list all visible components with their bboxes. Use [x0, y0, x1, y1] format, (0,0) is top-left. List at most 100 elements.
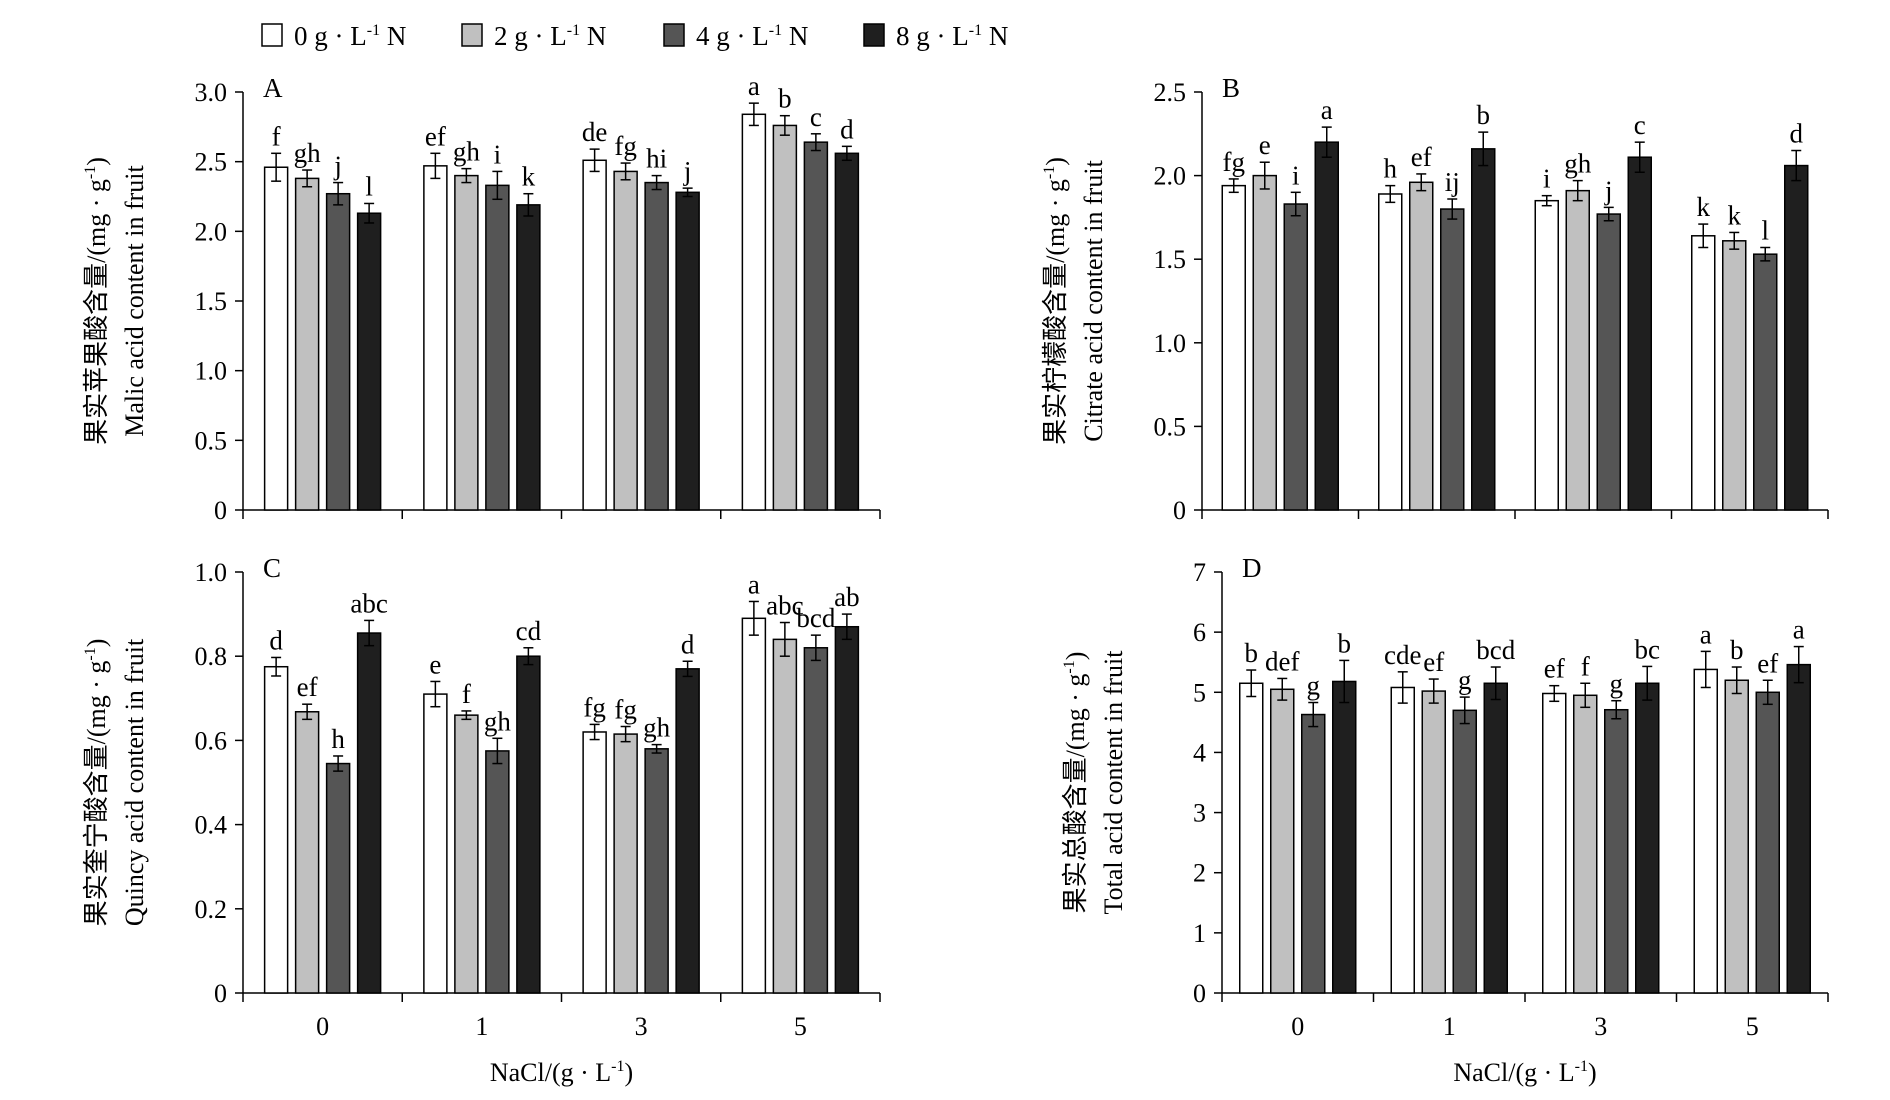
significance-letter: gh [643, 713, 671, 743]
legend-label: 8 g · L-1 N [896, 21, 1008, 51]
bar [1378, 193, 1403, 511]
bar [356, 632, 382, 994]
legend-label: 4 g · L-1 N [696, 21, 808, 51]
legend-label: 2 g · L-1 N [494, 21, 606, 51]
significance-letter: gh [1564, 149, 1592, 179]
bar [1332, 680, 1357, 994]
significance-letter: k [522, 162, 536, 192]
y-tick-label: 0 [1173, 496, 1186, 525]
bar [1691, 235, 1716, 511]
y-axis-label-cn: 果实总酸含量/(mg · g-1) [1061, 652, 1090, 914]
significance-letter: e [429, 649, 441, 679]
bar [1784, 164, 1809, 511]
y-tick-label: 0.8 [195, 642, 228, 671]
y-tick-label: 0 [214, 496, 227, 525]
y-axis-label-cn: 果实柠檬酸含量/(mg · g-1) [1041, 157, 1070, 445]
y-tick-label: 0.2 [195, 895, 228, 924]
y-tick-label: 4 [1193, 738, 1206, 767]
significance-letter: f [272, 121, 281, 151]
bar [423, 693, 448, 994]
bar [485, 184, 510, 511]
legend-item: 0 g · L-1 N [261, 21, 406, 51]
significance-letter: a [748, 569, 760, 599]
y-axis-label-en: Total acid content in fruit [1099, 650, 1128, 915]
bar [516, 204, 541, 511]
bar [1452, 709, 1477, 994]
bar [803, 141, 829, 511]
significance-letter: k [1697, 192, 1711, 222]
significance-letter: bcd [1476, 635, 1515, 665]
bar [1421, 690, 1446, 994]
legend-item: 8 g · L-1 N [863, 21, 1008, 51]
y-tick-label: 2.5 [1154, 78, 1187, 107]
y-tick-label: 5 [1193, 678, 1206, 707]
panel-letter: D [1242, 553, 1262, 583]
x-tick-label: 0 [1291, 1012, 1304, 1041]
bar [741, 113, 767, 511]
y-tick-label: 6 [1193, 618, 1206, 647]
bar [1635, 682, 1660, 994]
significance-letter: i [494, 139, 502, 169]
bar [834, 625, 860, 994]
significance-letter: a [1793, 615, 1805, 645]
y-tick-label: 1.5 [1154, 245, 1187, 274]
bar [1693, 668, 1718, 994]
significance-letter: j [333, 151, 342, 181]
significance-letter: abc [350, 588, 387, 618]
significance-letter: d [269, 625, 283, 655]
significance-letter: ef [1544, 654, 1565, 684]
bar [1301, 713, 1326, 994]
significance-letter: l [365, 171, 373, 201]
y-tick-label: 2.0 [195, 217, 228, 246]
bar [803, 647, 829, 994]
significance-letter: g [1610, 669, 1624, 699]
legend-label: 0 g · L-1 N [294, 21, 406, 51]
significance-letter: fg [1223, 147, 1246, 177]
y-axis-label-en: Quincy acid content in fruit [120, 638, 149, 926]
bar [675, 668, 700, 994]
bar [772, 638, 798, 994]
panel-letter: C [263, 553, 281, 583]
bar [1440, 208, 1465, 511]
y-tick-label: 3.0 [195, 78, 228, 107]
y-axis-label-en: Citrate acid content in fruit [1079, 159, 1108, 441]
bar [454, 174, 479, 511]
significance-letter: b [1477, 100, 1491, 130]
significance-letter: ef [297, 672, 318, 702]
significance-letter: j [1604, 175, 1613, 205]
bar [294, 711, 320, 994]
y-tick-label: 1.5 [195, 287, 228, 316]
significance-letter: f [1581, 651, 1590, 681]
x-tick-label: 1 [475, 1012, 488, 1041]
bar [1390, 686, 1415, 994]
x-axis-label: NaCl/(g · L-1) [1453, 1058, 1596, 1087]
significance-letter: gh [484, 706, 512, 736]
y-tick-label: 2.5 [195, 148, 228, 177]
bar [1534, 199, 1559, 511]
significance-letter: cde [1384, 640, 1421, 670]
bar [1565, 189, 1590, 511]
significance-letter: d [840, 114, 854, 144]
significance-letter: b [1730, 635, 1744, 665]
significance-letter: hi [646, 144, 667, 174]
significance-letter: fg [614, 695, 637, 725]
panel-letter: A [263, 73, 283, 103]
bar [1221, 184, 1246, 511]
y-axis-label-cn: 果实奎宁酸含量/(mg · g-1) [82, 639, 111, 927]
significance-letter: cd [516, 616, 542, 646]
x-tick-label: 1 [1443, 1012, 1456, 1041]
significance-letter: b [778, 84, 792, 114]
significance-letter: a [748, 71, 760, 101]
bar [613, 733, 638, 994]
significance-letter: d [681, 629, 695, 659]
significance-letter: de [582, 117, 608, 147]
bar [325, 192, 351, 511]
bar [263, 166, 289, 511]
significance-letter: bcd [796, 603, 835, 633]
y-axis-label-cn: 果实苹果酸含量/(mg · g-1) [82, 157, 111, 445]
